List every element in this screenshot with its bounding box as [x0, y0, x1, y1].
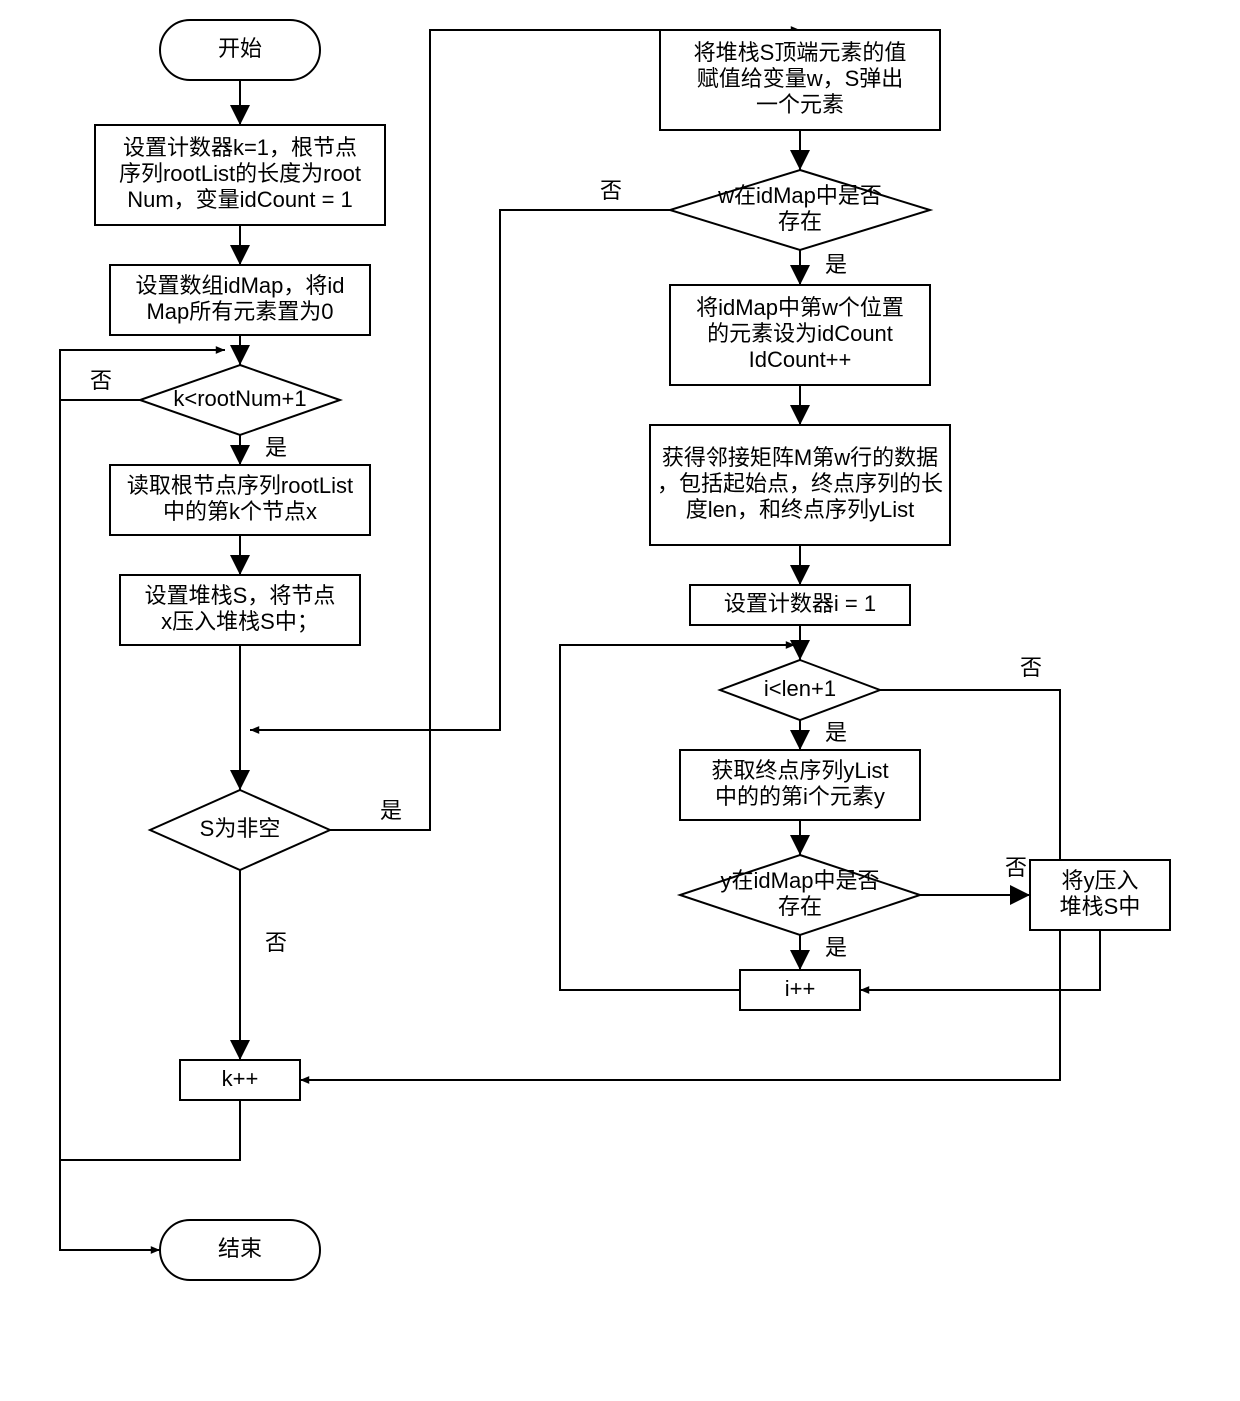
- edge-label-no: 否: [1020, 655, 1042, 680]
- node-text: 读取根节点序列rootList: [127, 473, 353, 498]
- node-text: w在idMap中是否: [717, 183, 882, 208]
- node-text: 存在: [778, 894, 822, 919]
- node-text: 设置计数器i = 1: [724, 591, 876, 616]
- edge-label-yes: 是: [265, 435, 287, 460]
- node-text: y在idMap中是否: [721, 868, 880, 893]
- node-cond_i: i<len+1: [720, 660, 880, 720]
- node-text: 获得邻接矩阵M第w行的数据: [662, 445, 938, 470]
- node-cond_y: y在idMap中是否存在: [680, 855, 920, 935]
- node-text: IdCount++: [749, 347, 852, 372]
- node-text: 度len，和终点序列yList: [686, 497, 915, 522]
- node-text: 中的第k个节点x: [163, 499, 317, 524]
- edge-label-no: 否: [1005, 855, 1027, 880]
- node-init1: 设置计数器k=1，根节点序列rootList的长度为rootNum，变量idCo…: [95, 125, 385, 225]
- node-i_inc: i++: [740, 970, 860, 1010]
- node-text: Map所有元素置为0: [146, 299, 333, 324]
- node-text: ，包括起始点，终点序列的长: [657, 471, 943, 496]
- node-set_i: 设置计数器i = 1: [690, 585, 910, 625]
- node-read_k: 读取根节点序列rootList中的第k个节点x: [110, 465, 370, 535]
- node-text: S为非空: [200, 816, 281, 841]
- node-text: Num，变量idCount = 1: [127, 187, 353, 212]
- node-get_m: 获得邻接矩阵M第w行的数据，包括起始点，终点序列的长度len，和终点序列yLis…: [650, 425, 950, 545]
- node-text: 堆栈S中: [1060, 894, 1141, 919]
- node-text: k<rootNum+1: [173, 386, 306, 411]
- node-end: 结束: [160, 1220, 320, 1280]
- edge-label-yes: 是: [380, 798, 402, 823]
- node-text: 设置堆栈S，将节点: [145, 583, 336, 608]
- node-text: x压入堆栈S中；: [161, 609, 319, 634]
- node-text: 获取终点序列yList: [711, 758, 888, 783]
- node-text: 结束: [218, 1236, 262, 1261]
- edge-label-yes: 是: [825, 935, 847, 960]
- node-text: 将堆栈S顶端元素的值: [694, 40, 907, 65]
- edge-label-no: 否: [265, 930, 287, 955]
- node-text: k++: [222, 1066, 259, 1091]
- node-text: i++: [785, 976, 816, 1001]
- node-text: 设置计数器k=1，根节点: [123, 135, 357, 160]
- node-text: 的元素设为idCount: [707, 321, 893, 346]
- node-get_y: 获取终点序列yList中的的第i个元素y: [680, 750, 920, 820]
- node-text: 序列rootList的长度为root: [119, 161, 361, 186]
- node-cond_w: w在idMap中是否存在: [670, 170, 930, 250]
- node-k_inc: k++: [180, 1060, 300, 1100]
- node-text: 开始: [218, 36, 262, 61]
- node-cond_k: k<rootNum+1: [140, 365, 340, 435]
- node-text: 一个元素: [756, 92, 844, 117]
- node-init2: 设置数组idMap，将idMap所有元素置为0: [110, 265, 370, 335]
- edge-label-yes: 是: [825, 720, 847, 745]
- node-text: i<len+1: [764, 676, 836, 701]
- node-text: 赋值给变量w，S弹出: [697, 66, 904, 91]
- flowchart-canvas: 是否否是是是是否否否开始设置计数器k=1，根节点序列rootList的长度为ro…: [0, 0, 1240, 1401]
- node-text: 将idMap中第w个位置: [696, 295, 904, 320]
- node-text: 存在: [778, 209, 822, 234]
- flow-edge: [860, 930, 1100, 990]
- node-text: 设置数组idMap，将id: [135, 273, 344, 298]
- flow-edge: [300, 690, 1060, 1080]
- node-set_id: 将idMap中第w个位置的元素设为idCountIdCount++: [670, 285, 930, 385]
- node-pop_w: 将堆栈S顶端元素的值赋值给变量w，S弹出一个元素: [660, 30, 940, 130]
- node-text: 中的的第i个元素y: [715, 784, 885, 809]
- node-cond_s: S为非空: [150, 790, 330, 870]
- edge-label-no: 否: [90, 368, 112, 393]
- node-push_x: 设置堆栈S，将节点x压入堆栈S中；: [120, 575, 360, 645]
- node-start: 开始: [160, 20, 320, 80]
- edge-label-yes: 是: [825, 252, 847, 277]
- edge-label-no: 否: [600, 178, 622, 203]
- node-push_y: 将y压入堆栈S中: [1030, 860, 1170, 930]
- node-text: 将y压入: [1061, 868, 1138, 893]
